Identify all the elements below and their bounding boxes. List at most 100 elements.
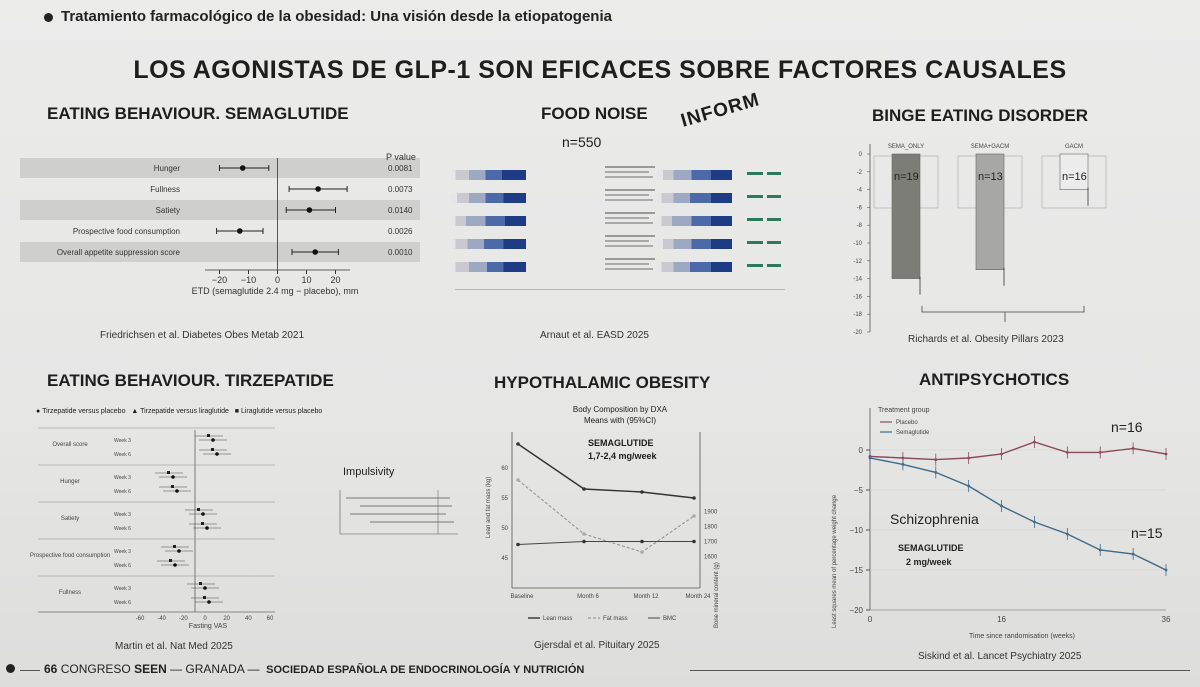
ap-condition: Schizophrenia [890, 511, 979, 527]
binge-group-label: SEMA+GACM [971, 144, 1010, 150]
forest-row-label: Satiety [156, 206, 180, 215]
ap-point [967, 456, 971, 460]
food-noise-segment [672, 216, 692, 226]
dxa-left-tick: 45 [501, 556, 508, 562]
ap-legend-title: Treatment group [878, 407, 930, 414]
food-noise-segment [663, 239, 674, 249]
tz-category-label: Hunger [60, 479, 80, 485]
dxa-xtick: Month 12 [633, 594, 659, 600]
footer-line-left [20, 670, 40, 671]
food-noise-segment [484, 239, 504, 249]
binge-n-label: n=19 [894, 171, 919, 183]
ap-ytick: −20 [849, 606, 863, 615]
ap-legend-sema: Semaglutide [896, 430, 930, 436]
forest-pvalue: 0.0081 [388, 164, 413, 173]
dxa-point [516, 542, 520, 547]
binge-bar [1059, 153, 1089, 190]
food-noise-n: n=550 [562, 134, 602, 150]
ap-ylabel: Least squares mean of percentage weight … [832, 494, 838, 628]
tirzepatide-legend: ● Tirzepatide versus placebo ▲ Tirzepati… [36, 408, 323, 415]
binge-ytick: -12 [853, 259, 862, 265]
tz-point [211, 438, 215, 442]
dxa-series-line [517, 443, 695, 499]
food-noise-segment [673, 170, 692, 180]
ap-point [1033, 520, 1036, 524]
binge-bar [975, 153, 1005, 270]
tz-square [167, 471, 170, 474]
food-noise-segment [657, 193, 662, 203]
tz-week-label: Week 6 [114, 452, 131, 458]
food-noise-segment [451, 239, 456, 249]
semaglutide-citation: Friedrichsen et al. Diabetes Obes Metab … [100, 330, 304, 341]
food-noise-segment [455, 216, 466, 226]
food-noise-segment [485, 193, 504, 203]
pvalue-header: P value [386, 152, 416, 162]
tz-week-label: Week 3 [114, 586, 131, 592]
dxa-point [516, 442, 520, 446]
food-noise-segment [457, 193, 469, 203]
tz-week-label: Week 3 [114, 475, 131, 481]
forest-row-label: Overall appetite suppression score [57, 248, 181, 257]
ap-n-placebo: n=16 [1111, 419, 1143, 435]
dxa-point [582, 539, 586, 544]
food-noise-segment [485, 170, 502, 180]
food-noise-segment [451, 170, 456, 180]
food-noise-segment [690, 262, 711, 272]
footer-text: 66 CONGRESO SEEN — GRANADA — SOCIEDAD ES… [44, 662, 585, 676]
ap-point [1164, 452, 1168, 456]
tz-tick-label: -40 [157, 616, 166, 622]
tz-week-label: Week 6 [114, 600, 131, 606]
food-noise-segment [455, 262, 469, 272]
dxa-left-tick: 55 [501, 496, 508, 502]
binge-ytick: -16 [853, 294, 862, 300]
dxa-right-tick: 1800 [704, 525, 718, 531]
food-noise-segment [451, 262, 456, 272]
ap-point [1065, 451, 1069, 454]
tz-square [203, 596, 206, 599]
ap-point [1098, 548, 1102, 552]
tz-square [169, 559, 172, 562]
footer: 66 CONGRESO SEEN — GRANADA — SOCIEDAD ES… [0, 660, 1200, 680]
binge-n-label: n=16 [1062, 171, 1087, 183]
tz-point [207, 600, 211, 604]
ap-point [868, 456, 872, 460]
dxa-point [640, 490, 644, 494]
binge-ytick: -10 [853, 241, 862, 247]
binge-ytick: -4 [857, 188, 863, 194]
antipsychotics-citation: Siskind et al. Lancet Psychiatry 2025 [918, 651, 1082, 662]
tz-week-label: Week 6 [114, 526, 131, 532]
tz-week-label: Week 3 [114, 549, 131, 555]
food-noise-segment [690, 193, 711, 203]
ap-ytick: 0 [859, 446, 864, 455]
food-noise-segment [673, 193, 690, 203]
food-noise-title: FOOD NOISE [541, 104, 648, 123]
forest-point [237, 228, 243, 234]
ap-xtick: 36 [1162, 615, 1171, 624]
main-title: LOS AGONISTAS DE GLP-1 SON EFICACES SOBR… [133, 56, 1067, 84]
food-noise-segment [663, 170, 674, 180]
tz-point [215, 452, 219, 456]
ap-xlabel: Time since randomisation (weeks) [969, 633, 1075, 640]
food-noise-segment [711, 239, 732, 249]
ap-point [934, 458, 938, 461]
semaglutide-forest-plot: Hunger 0.0081 Fullness 0.0073 Satiety 0.0140 P… [20, 152, 420, 296]
ap-series-line [869, 457, 1167, 571]
tz-square [173, 545, 176, 548]
forest-point [312, 249, 319, 255]
binge-ytick: -18 [853, 312, 862, 318]
tz-category-label: Satiety [61, 516, 79, 522]
hypothalamic-title: HYPOTHALAMIC OBESITY [494, 373, 711, 392]
forest-tick-label: −20 [212, 275, 227, 285]
forest-tick-label: −10 [241, 275, 256, 285]
dxa-point [582, 487, 586, 491]
tz-tick-label: 20 [223, 616, 230, 622]
food-noise-segment [673, 262, 690, 272]
dxa-point [582, 532, 586, 536]
ap-point [901, 463, 905, 466]
ap-point [1065, 532, 1069, 536]
tz-tick-label: 60 [267, 616, 274, 622]
tz-point [201, 512, 205, 516]
dxa-right-tick: 1900 [704, 510, 718, 516]
tz-square [171, 485, 174, 488]
